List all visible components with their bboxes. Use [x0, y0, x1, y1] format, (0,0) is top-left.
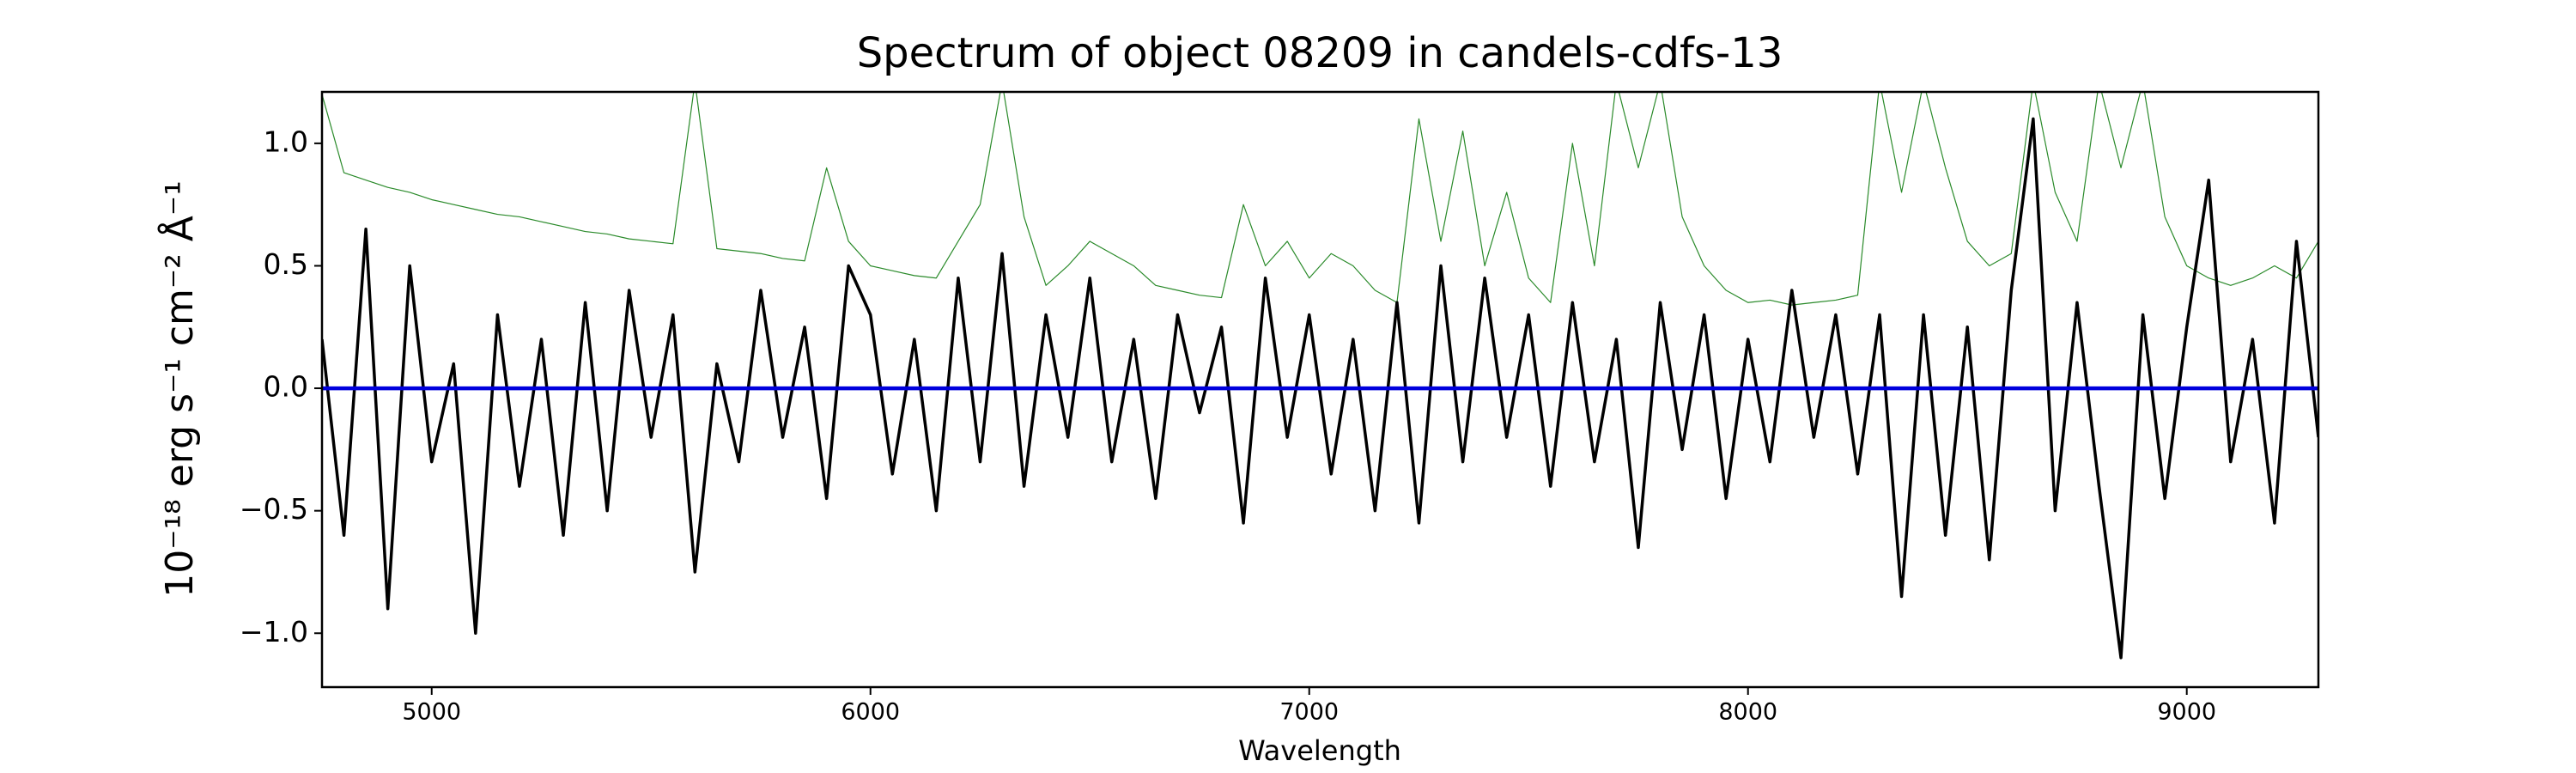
y-tick-label: 0.5: [264, 247, 308, 281]
y-tick-label: 0.0: [264, 370, 308, 404]
x-tick-label: 9000: [2157, 699, 2216, 726]
x-tick-label: 7000: [1279, 699, 1339, 726]
plot-area: [322, 92, 2318, 660]
y-tick-label: 1.0: [264, 125, 308, 158]
spectrum-line: [322, 117, 2318, 660]
x-tick-label: 5000: [402, 699, 461, 726]
x-tick-label: 6000: [841, 699, 900, 726]
y-tick-label: −0.5: [240, 492, 308, 526]
axes-frame: [320, 90, 2320, 689]
x-axis-label: Wavelength: [1238, 734, 1401, 767]
y-axis-label: 10⁻¹⁸ erg s⁻¹ cm⁻² Å⁻¹: [156, 180, 202, 597]
chart-title: Spectrum of object 08209 in candels-cdfs…: [857, 29, 1783, 77]
y-tick-label: −1.0: [240, 615, 308, 648]
spectrum-line: [322, 92, 2318, 306]
x-tick-label: 8000: [1718, 699, 1777, 726]
